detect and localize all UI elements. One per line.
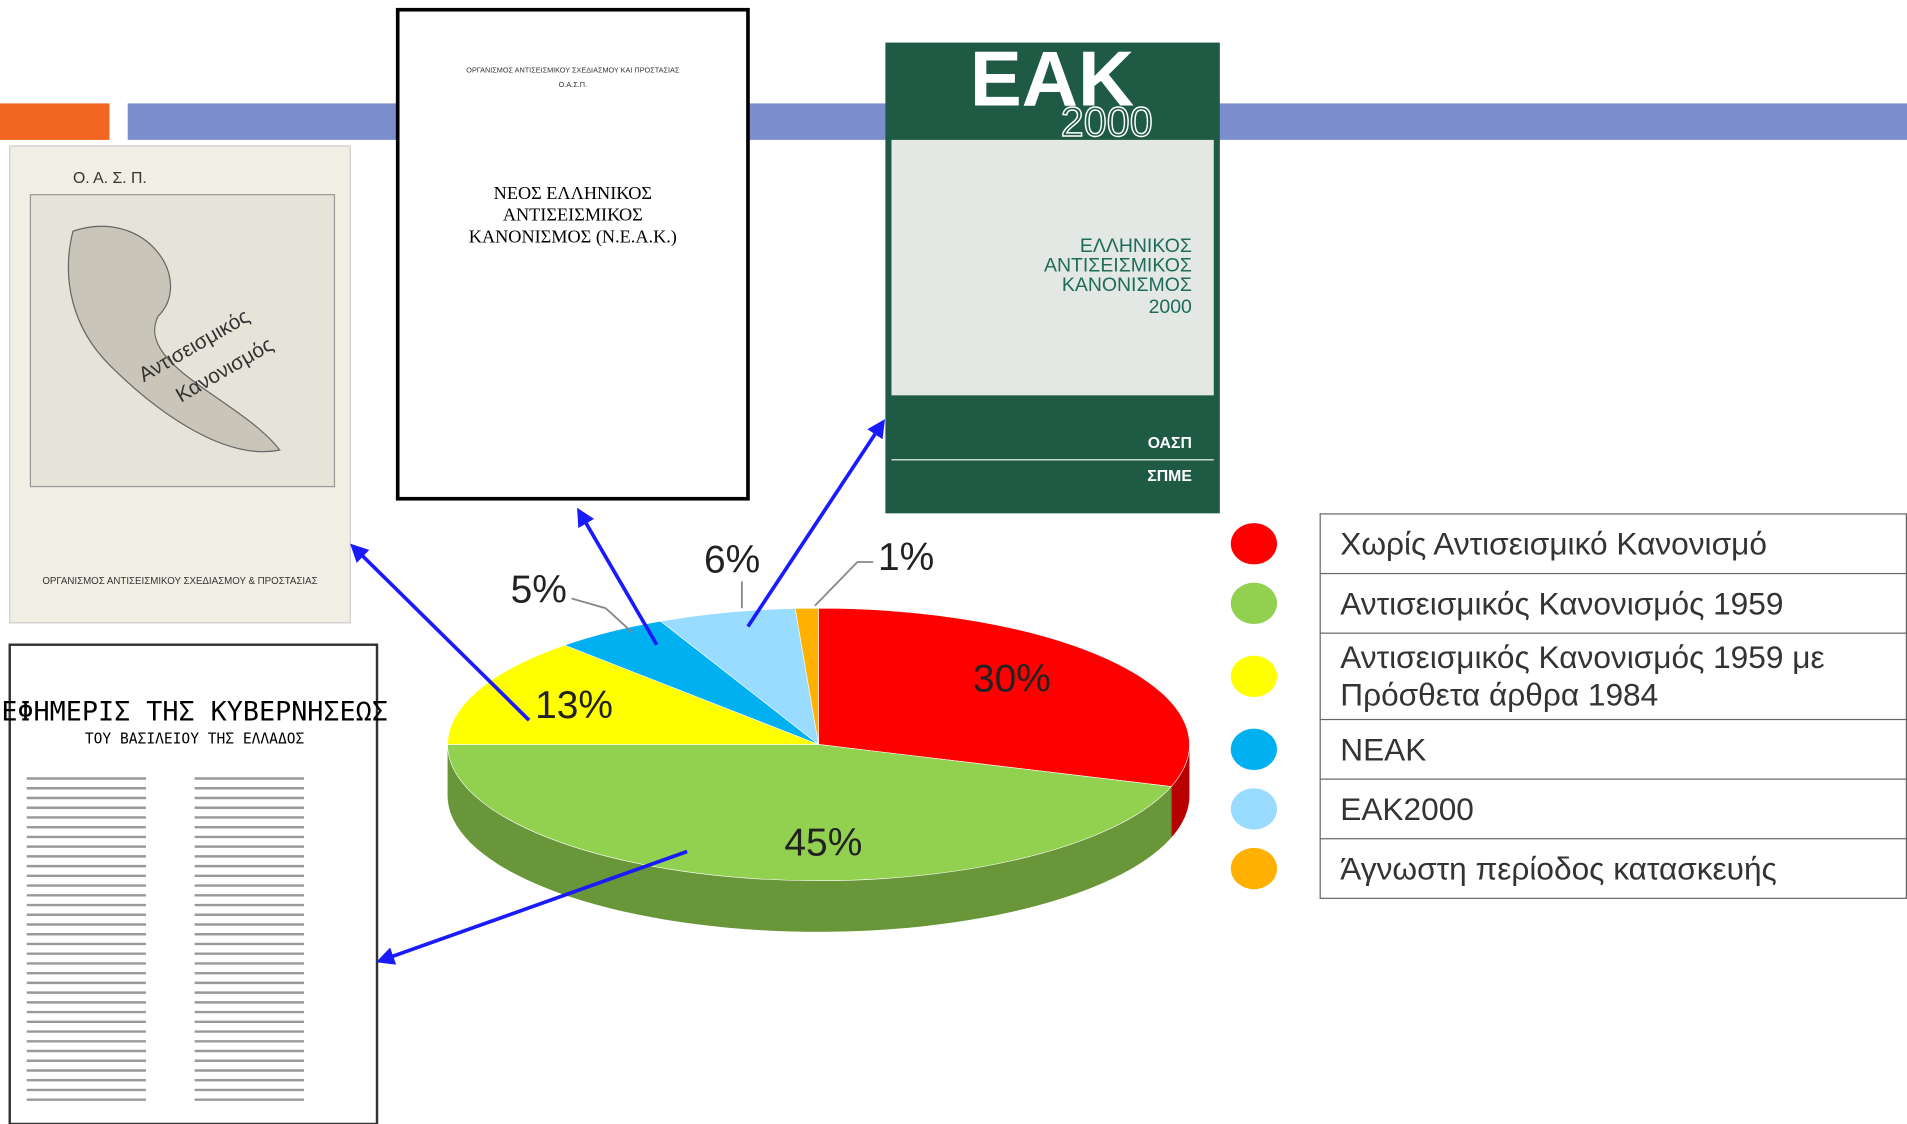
pie: 30% 45% 13% 5% 6% 1% [447,536,1190,932]
legend-label: Αντισεισμικός Κανονισμός 1959 [1319,572,1907,634]
legend-row: ΕΑΚ2000 [1319,778,1907,840]
document-map-code: Ο. Α. Σ. Π. Αντισεισμικός Κανονισμός ΟΡΓ… [9,145,351,624]
document-neak: ΟΡΓΑΝΙΣΜΟΣ ΑΝΤΙΣΕΙΣΜΙΚΟΥ ΣΧΕΔΙΑΣΜΟΥ ΚΑΙ … [395,7,750,501]
doc-text: ΝΕΟΣ ΕΛΛΗΝΙΚΟΣ [494,183,652,203]
leader-line [814,561,874,607]
legend-marker [1230,522,1278,564]
pie-side [447,744,1172,932]
doc-text: ΟΡΓΑΝΙΣΜΟΣ ΑΝΤΙΣΕΙΣΜΙΚΟΥ ΣΧΕΔΙΑΣΜΟΥ ΚΑΙ … [466,65,680,74]
doc-text: ΚΑΝΟΝΙΣΜΟΣ (Ν.Ε.Α.Κ.) [469,227,677,248]
accent-block [0,103,110,140]
legend-label: Αντισεισμικός Κανονισμός 1959 με Πρόσθετ… [1319,632,1907,721]
pie-side-shade [1171,744,1190,838]
pie-side [1171,744,1190,838]
data-label: 6% [704,538,760,581]
doc-text: ΕΦΗΜΕΡΙΣ ΤΗΣ ΚΥΒΕΡΝΗΣΕΩΣ [1,696,387,727]
pie-slice [818,607,1190,787]
legend-label: ΕΑΚ2000 [1319,778,1907,840]
legend-marker [1230,582,1278,624]
doc-text: ΑΝΤΙΣΕΙΣΜΙΚΟΣ [1044,255,1192,277]
legend-row: Χωρίς Αντισεισμικό Κανονισμό [1319,513,1907,575]
pie-slice [447,744,1172,881]
doc-text: ΕΑΚ [970,37,1134,123]
doc-text: Ο.Α.Σ.Π. [559,80,587,89]
legend-row: Αντισεισμικός Κανονισμός 1959 [1319,572,1907,634]
data-label: 5% [511,569,567,612]
doc-text: ΚΑΝΟΝΙΣΜΟΣ [1062,274,1192,296]
data-label: 30% [973,657,1051,700]
legend-row: ΝΕΑΚ [1319,718,1907,780]
legend-marker [1230,847,1278,889]
legend-marker [1230,728,1278,770]
doc-text: 2000 [1149,296,1192,318]
doc-text: ΑΝΤΙΣΕΙΣΜΙΚΟΣ [503,205,643,225]
legend: Χωρίς Αντισεισμικό Κανονισμό Αντισεισμικό… [1319,513,1907,899]
doc-text: Ο. Α. Σ. Π. [73,170,147,187]
document-gazette: ΕΦΗΜΕΡΙΣ ΤΗΣ ΚΥΒΕΡΝΗΣΕΩΣ ΤΟΥ ΒΑΣΙΛΕΙΟΥ Τ… [1,643,388,1124]
pie-side-shade [447,744,1172,932]
doc-text: 2000 [1061,99,1153,145]
data-label: 45% [784,822,862,865]
document-eak: ΕΑΚ 2000 ΕΛΛΗΝΙΚΟΣ ΑΝΤΙΣΕΙΣΜΙΚΟΣ ΚΑΝΟΝΙΣ… [885,37,1220,514]
legend-label: ΝΕΑΚ [1319,718,1907,780]
pie-slice [447,644,819,745]
legend-row: Αντισεισμικός Κανονισμός 1959 με Πρόσθετ… [1319,632,1907,721]
legend-label: Άγνωστη περίοδος κατασκευής [1319,838,1907,899]
pie-slice [659,608,819,746]
arrows [350,419,885,965]
doc-text: ΕΛΛΗΝΙΚΟΣ [1080,235,1192,257]
legend-row: Άγνωστη περίοδος κατασκευής [1319,838,1907,899]
leader-line [571,597,634,634]
doc-text: ΣΠΜΕ [1147,468,1192,485]
legend-marker [1230,655,1278,697]
doc-text: ΤΟΥ ΒΑΣΙΛΕΙΟΥ ΤΗΣ ΕΛΛΑΔΟΣ [85,731,305,748]
legend-label: Χωρίς Αντισεισμικό Κανονισμό [1319,513,1907,575]
data-label: 13% [535,684,613,727]
doc-text: ΟΡΓΑΝΙΣΜΟΣ ΑΝΤΙΣΕΙΣΜΙΚΟΥ ΣΧΕΔΙΑΣΜΟΥ & ΠΡ… [42,576,317,587]
legend-marker [1230,787,1278,830]
doc-text: ΟΑΣΠ [1148,435,1192,452]
pie-slice [794,607,819,745]
data-label: 1% [878,536,934,579]
